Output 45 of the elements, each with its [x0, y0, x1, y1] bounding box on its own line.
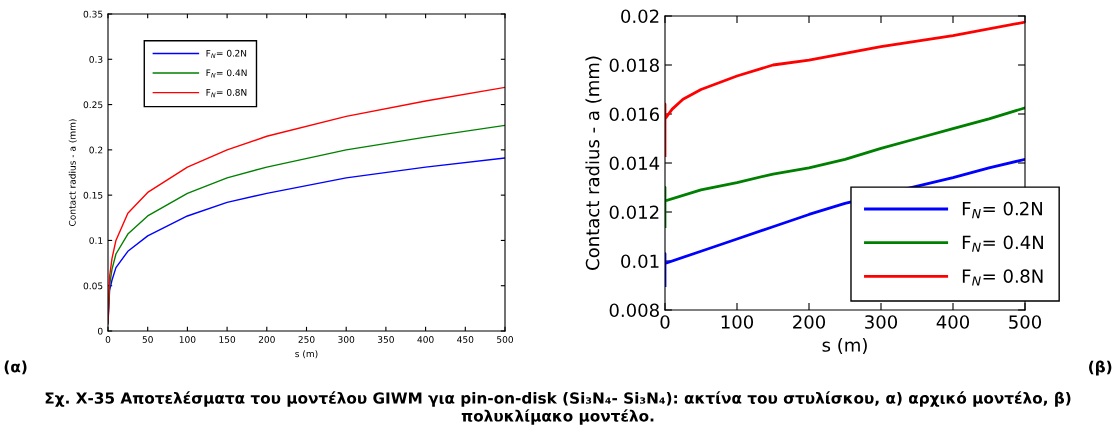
x-axis-title: s (m) [295, 350, 318, 359]
text: (α) [4, 360, 27, 375]
y-tick-label: 0.25 [83, 101, 103, 109]
y-tick-label: 0.35 [83, 10, 103, 18]
y-tick-label: 0.012 [609, 205, 659, 220]
legend-label: F$_{N}$= 0.8N [962, 269, 1043, 286]
y-tick-label: 0.15 [83, 191, 103, 199]
y-tick-label: 0.01 [621, 254, 659, 269]
y-axis-title: Contact radius - a (mm) [68, 119, 77, 226]
y-tick-label: 0.016 [609, 107, 659, 122]
x-tick-label: 400 [417, 336, 434, 343]
x-tick-label: 500 [1009, 315, 1042, 329]
legend-label: F$_{N}$= 0.4N [962, 235, 1043, 252]
x-tick-label: 0 [105, 336, 111, 343]
y-tick-label: 0.1 [89, 237, 103, 244]
x-tick-label: 500 [497, 336, 514, 343]
x-tick-label: 100 [179, 336, 196, 343]
x-tick-label: 450 [457, 336, 474, 343]
legend-label: F$_{N}$= 0.4N [206, 69, 247, 78]
legend-label: F$_{N}$= 0.8N [206, 88, 247, 98]
x-tick-label: 400 [936, 315, 970, 329]
legend-label: F$_{N}$= 0.2N [962, 201, 1042, 219]
x-tick-label: 50 [142, 336, 153, 343]
y-tick-label: 0.3 [89, 56, 103, 63]
y-tick-label: 0.018 [609, 58, 659, 73]
x-tick-label: 200 [258, 336, 275, 343]
x-tick-label: 100 [721, 315, 754, 329]
legend-label: F$_{N}$= 0.2N [206, 49, 247, 58]
text: (β) [1089, 360, 1112, 376]
y-tick-label: 0.02 [621, 9, 659, 24]
x-tick-label: 0 [660, 315, 670, 329]
y-tick-label: 0.014 [609, 156, 660, 171]
y-tick-label: 0.008 [609, 303, 659, 318]
x-tick-label: 150 [219, 336, 236, 343]
x-tick-label: 250 [298, 336, 315, 343]
y-tick-label: 0 [97, 327, 103, 335]
text: Σχ. Χ-35 Αποτελέσματα του μοντέλου GIWM για pin-on-disk (Si₃N₄- Si₃N₄): ακτίνα του στυλίσκου, α) αρχικό μοντέλο, β) πολυκλίμακο μοντέλο. [45, 391, 1071, 425]
x-tick-label: 350 [377, 336, 394, 343]
x-tick-label: 300 [338, 336, 355, 343]
x-axis-title: s (m) [822, 337, 867, 354]
y-tick-label: 0.05 [83, 282, 103, 290]
y-tick-label: 0.2 [89, 146, 103, 154]
x-tick-label: 200 [793, 315, 826, 329]
x-tick-label: 300 [865, 315, 898, 329]
y-axis-title: Contact radius - a (mm) [585, 56, 602, 270]
